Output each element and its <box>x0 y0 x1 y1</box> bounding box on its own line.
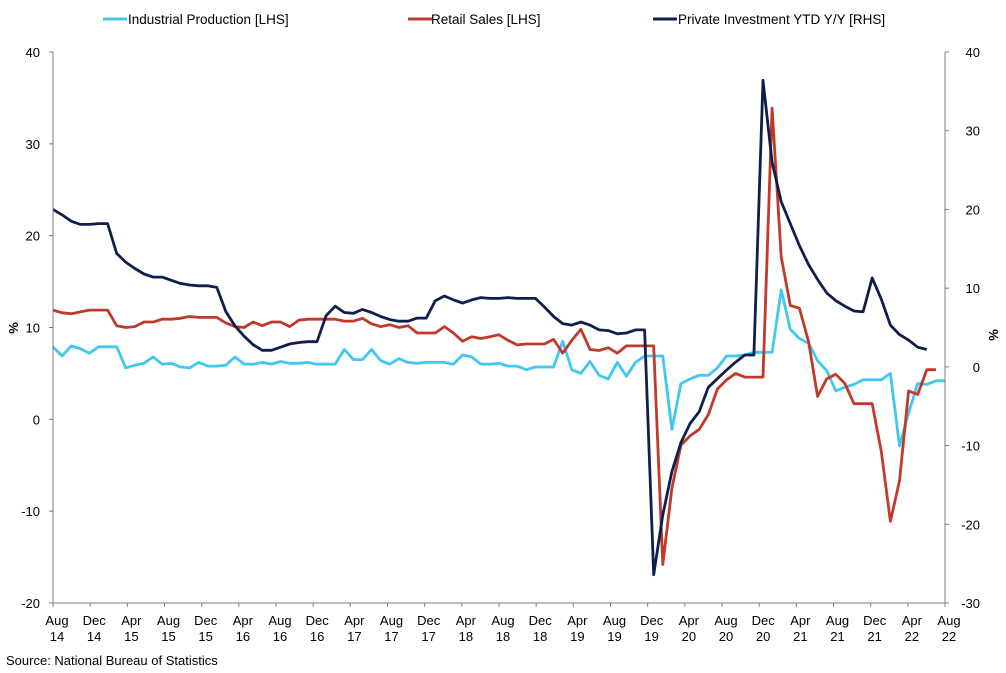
x-tick-year: 20 <box>719 629 733 644</box>
left-tick-label: 30 <box>26 137 40 152</box>
x-tick-year: 22 <box>942 629 956 644</box>
x-tick-year: 19 <box>644 629 658 644</box>
x-tick-month: Apr <box>121 613 142 628</box>
x-tick-month: Aug <box>603 613 626 628</box>
x-tick-year: 19 <box>570 629 584 644</box>
x-tick-year: 17 <box>384 629 398 644</box>
x-tick-year: 18 <box>496 629 510 644</box>
x-tick-month: Aug <box>268 613 291 628</box>
x-tick-month: Dec <box>83 613 107 628</box>
chart: Industrial Production [LHS] Retail Sales … <box>6 12 1001 644</box>
source-note: Source: National Bureau of Statistics <box>6 653 218 668</box>
x-tick-month: Aug <box>157 613 180 628</box>
series-line-2 <box>52 106 936 566</box>
left-tick-label: 40 <box>26 45 40 60</box>
x-tick-month: Apr <box>567 613 588 628</box>
left-tick-label: -20 <box>21 596 40 611</box>
x-tick-year: 21 <box>867 629 881 644</box>
x-tick-year: 18 <box>459 629 473 644</box>
right-tick-label: 10 <box>966 281 980 296</box>
x-tick-year: 15 <box>198 629 212 644</box>
series-layer <box>52 78 945 577</box>
x-tick-year: 15 <box>161 629 175 644</box>
x-tick-month: Aug <box>714 613 737 628</box>
right-tick-label: 30 <box>966 124 980 139</box>
right-axis-title: % <box>986 329 1001 341</box>
x-tick-year: 16 <box>236 629 250 644</box>
x-tick-month: Apr <box>233 613 254 628</box>
series-line-3 <box>52 78 928 577</box>
right-tick-label: 0 <box>973 360 980 375</box>
x-tick-year: 15 <box>124 629 138 644</box>
x-tick-month: Aug <box>937 613 960 628</box>
left-tick-label: 0 <box>33 412 40 427</box>
x-tick-month: Dec <box>529 613 553 628</box>
x-tick-month: Aug <box>45 613 68 628</box>
x-tick-month: Aug <box>826 613 849 628</box>
x-tick-month: Dec <box>194 613 218 628</box>
x-tick-year: 21 <box>793 629 807 644</box>
x-tick-month: Apr <box>679 613 700 628</box>
x-tick-month: Aug <box>380 613 403 628</box>
x-tick-month: Dec <box>306 613 330 628</box>
axes: -20-10010203040-30-20-10010203040%%Aug14… <box>6 45 1001 644</box>
right-tick-label: -10 <box>961 439 980 454</box>
x-tick-month: Dec <box>752 613 776 628</box>
legend-label-3: Private Investment YTD Y/Y [RHS] <box>678 12 885 27</box>
right-tick-label: 40 <box>966 45 980 60</box>
legend-label-1: Industrial Production [LHS] <box>128 12 289 27</box>
left-tick-label: 20 <box>26 229 40 244</box>
x-tick-year: 17 <box>421 629 435 644</box>
legend-label-2: Retail Sales [LHS] <box>431 12 541 27</box>
x-tick-month: Apr <box>902 613 923 628</box>
left-axis-title: % <box>6 322 21 334</box>
x-tick-year: 21 <box>830 629 844 644</box>
x-tick-year: 14 <box>50 629 64 644</box>
right-tick-label: 20 <box>966 202 980 217</box>
left-tick-label: -10 <box>21 504 40 519</box>
left-tick-label: 10 <box>26 321 40 336</box>
x-tick-month: Dec <box>640 613 664 628</box>
x-tick-year: 16 <box>310 629 324 644</box>
x-tick-month: Apr <box>344 613 365 628</box>
x-tick-month: Aug <box>491 613 514 628</box>
x-tick-year: 19 <box>607 629 621 644</box>
x-tick-year: 16 <box>273 629 287 644</box>
x-tick-month: Dec <box>863 613 887 628</box>
x-tick-month: Apr <box>790 613 811 628</box>
x-tick-year: 22 <box>905 629 919 644</box>
right-tick-label: -20 <box>961 517 980 532</box>
x-tick-year: 18 <box>533 629 547 644</box>
x-tick-month: Apr <box>456 613 477 628</box>
x-tick-month: Dec <box>417 613 441 628</box>
right-tick-label: -30 <box>961 596 980 611</box>
x-tick-year: 20 <box>756 629 770 644</box>
x-tick-year: 14 <box>87 629 101 644</box>
x-tick-year: 20 <box>682 629 696 644</box>
x-tick-year: 17 <box>347 629 361 644</box>
series-line-1 <box>52 288 945 448</box>
legend: Industrial Production [LHS] Retail Sales … <box>103 12 885 27</box>
